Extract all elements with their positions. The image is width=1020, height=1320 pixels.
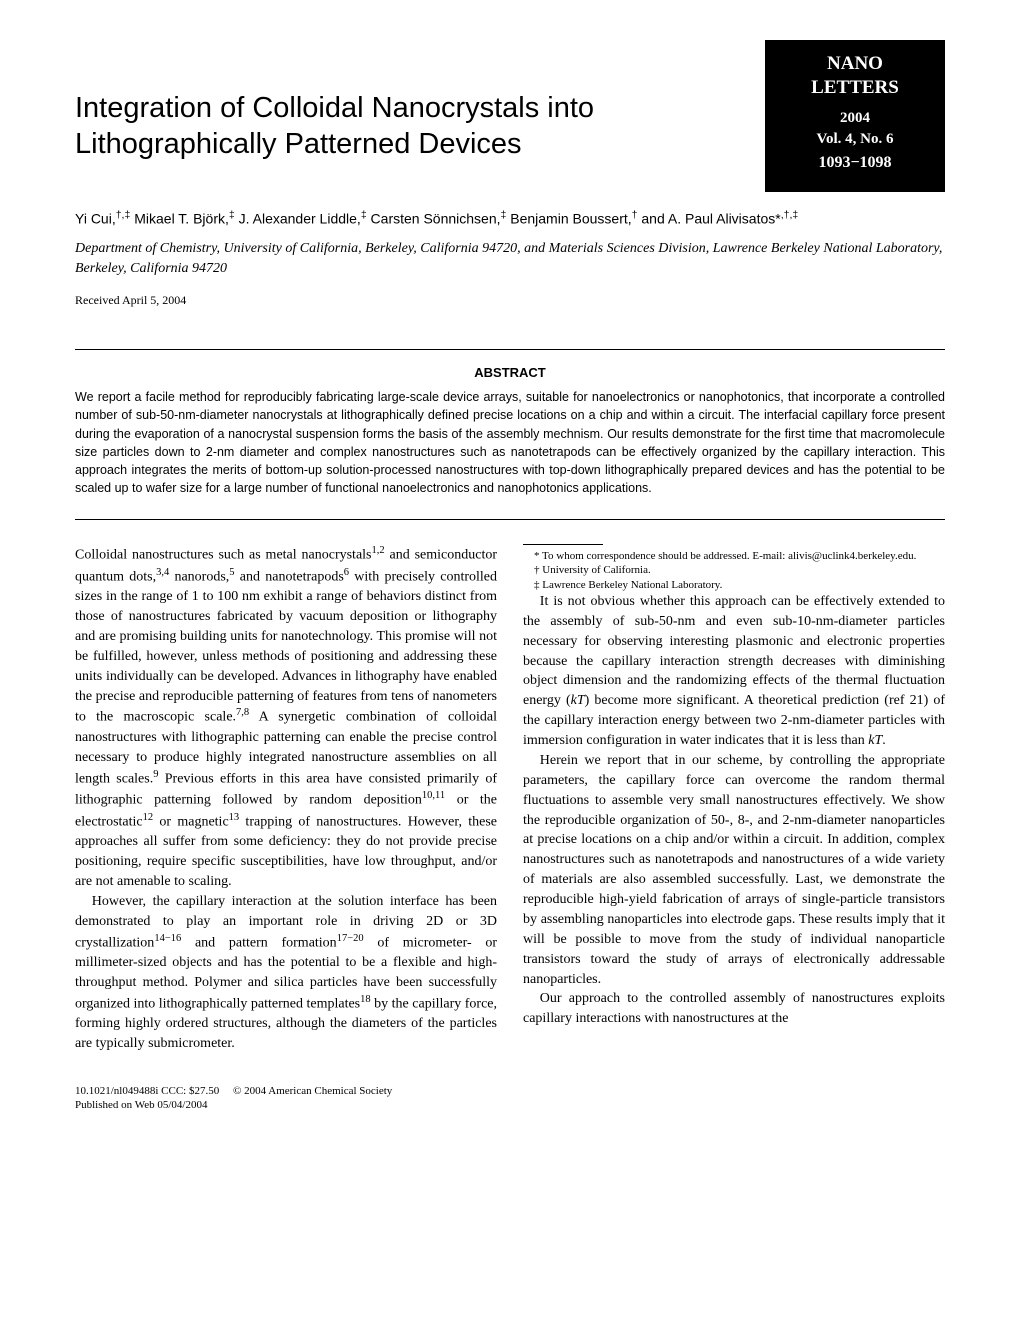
footnote-separator	[523, 544, 603, 545]
affiliation: Department of Chemistry, University of C…	[75, 239, 945, 278]
journal-pages: 1093−1098	[775, 152, 935, 174]
abstract-label: ABSTRACT	[75, 364, 945, 382]
body-p5: Our approach to the controlled assembly …	[523, 989, 945, 1029]
footer-left: 10.1021/nl049488i CCC: $27.50 © 2004 Ame…	[75, 1084, 392, 1113]
title-area: Integration of Colloidal Nanocrystals in…	[75, 40, 765, 163]
journal-year: 2004	[775, 108, 935, 129]
journal-volume: Vol. 4, No. 6	[775, 129, 935, 150]
body-p2: However, the capillary interaction at th…	[75, 892, 497, 1054]
footnote-correspondence: * To whom correspondence should be addre…	[523, 549, 945, 563]
received-date: Received April 5, 2004	[75, 292, 945, 309]
footnote-dagger: † University of California.	[523, 563, 945, 577]
footer-copyright: © 2004 American Chemical Society	[233, 1085, 392, 1097]
abstract-block: ABSTRACT We report a facile method for r…	[75, 349, 945, 520]
abstract-text: We report a facile method for reproducib…	[75, 388, 945, 497]
body-p4: Herein we report that in our scheme, by …	[523, 751, 945, 990]
body-p1: Colloidal nanostructures such as metal n…	[75, 544, 497, 892]
journal-name-line1: NANO	[827, 53, 883, 74]
footer-pub: Published on Web 05/04/2004	[75, 1099, 207, 1111]
journal-name: NANO LETTERS	[775, 52, 935, 100]
journal-box: NANO LETTERS 2004 Vol. 4, No. 6 1093−109…	[765, 40, 945, 192]
journal-name-line2: LETTERS	[811, 77, 899, 98]
footer: 10.1021/nl049488i CCC: $27.50 © 2004 Ame…	[75, 1084, 945, 1113]
article-title: Integration of Colloidal Nanocrystals in…	[75, 90, 765, 163]
footnote-ddagger: ‡ Lawrence Berkeley National Laboratory.	[523, 578, 945, 592]
header-row: Integration of Colloidal Nanocrystals in…	[75, 40, 945, 192]
body-p3: It is not obvious whether this approach …	[523, 592, 945, 751]
authors: Yi Cui,†,‡ Mikael T. Björk,‡ J. Alexande…	[75, 208, 945, 229]
body-columns: Colloidal nanostructures such as metal n…	[75, 544, 945, 1054]
footer-doi: 10.1021/nl049488i CCC: $27.50	[75, 1085, 219, 1097]
